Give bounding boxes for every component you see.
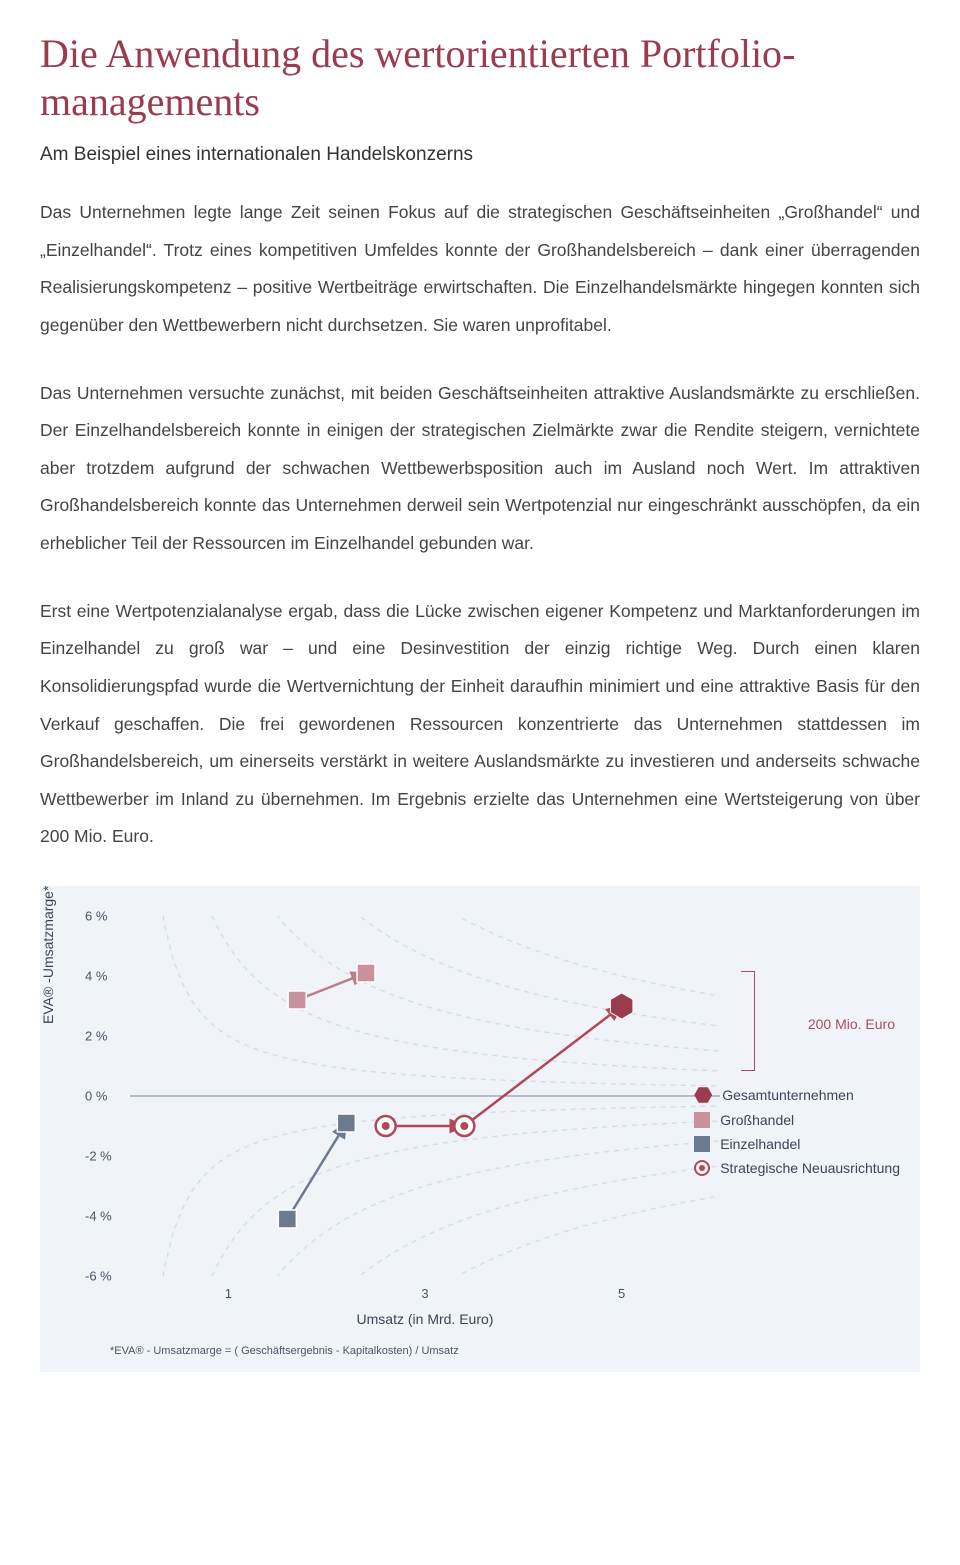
- chart-ytick: -6 %: [85, 1269, 112, 1284]
- chart-plot-area: -6 %-4 %-2 %0 %2 %4 %6 %135: [130, 916, 720, 1276]
- legend-marker-icon: [694, 1086, 712, 1104]
- body-paragraph-1: Das Unternehmen legte lange Zeit seinen …: [40, 194, 920, 345]
- legend-item: Einzelhandel: [694, 1136, 900, 1152]
- chart-xtick: 3: [421, 1286, 428, 1301]
- legend-label: Großhandel: [720, 1112, 794, 1128]
- chart-svg: [130, 916, 720, 1276]
- chart-bracket: [741, 971, 755, 1071]
- legend-marker-icon: [694, 1136, 710, 1152]
- chart-container: EVA® -Umsatzmarge* -6 %-4 %-2 %0 %2 %4 %…: [40, 886, 920, 1372]
- legend-marker-icon: [694, 1160, 710, 1176]
- legend-label: Einzelhandel: [720, 1136, 800, 1152]
- chart-ytick: 2 %: [85, 1029, 107, 1044]
- chart-legend: Gesamtunternehmen Großhandel Einzelhandel S…: [694, 1086, 900, 1184]
- chart-xtick: 5: [618, 1286, 625, 1301]
- chart-footnote: *EVA® - Umsatzmarge = ( Geschäftsergebni…: [110, 1345, 900, 1357]
- chart-annotation: 200 Mio. Euro: [808, 1016, 895, 1032]
- legend-label: Gesamtunternehmen: [722, 1087, 854, 1103]
- chart-xtick: 1: [225, 1286, 232, 1301]
- legend-label: Strategische Neuausrichtung: [720, 1160, 900, 1176]
- chart-ytick: -4 %: [85, 1209, 112, 1224]
- chart-ytick: 4 %: [85, 969, 107, 984]
- page-subtitle: Am Beispiel eines internationalen Handel…: [40, 144, 920, 166]
- chart-y-axis-label: EVA® -Umsatzmarge*: [40, 886, 56, 1024]
- legend-item: Strategische Neuausrichtung: [694, 1160, 900, 1176]
- legend-item: Großhandel: [694, 1112, 900, 1128]
- body-paragraph-3: Erst eine Wertpotenzialanalyse ergab, da…: [40, 593, 920, 856]
- chart-ytick: 0 %: [85, 1089, 107, 1104]
- page-title: Die Anwendung des wertorientierten Portf…: [40, 30, 920, 126]
- chart-ytick: -2 %: [85, 1149, 112, 1164]
- chart-x-axis-label: Umsatz (in Mrd. Euro): [0, 1311, 900, 1327]
- body-paragraph-2: Das Unternehmen versuchte zunächst, mit …: [40, 375, 920, 563]
- legend-marker-icon: [694, 1112, 710, 1128]
- legend-item: Gesamtunternehmen: [694, 1086, 900, 1104]
- chart-ytick: 6 %: [85, 909, 107, 924]
